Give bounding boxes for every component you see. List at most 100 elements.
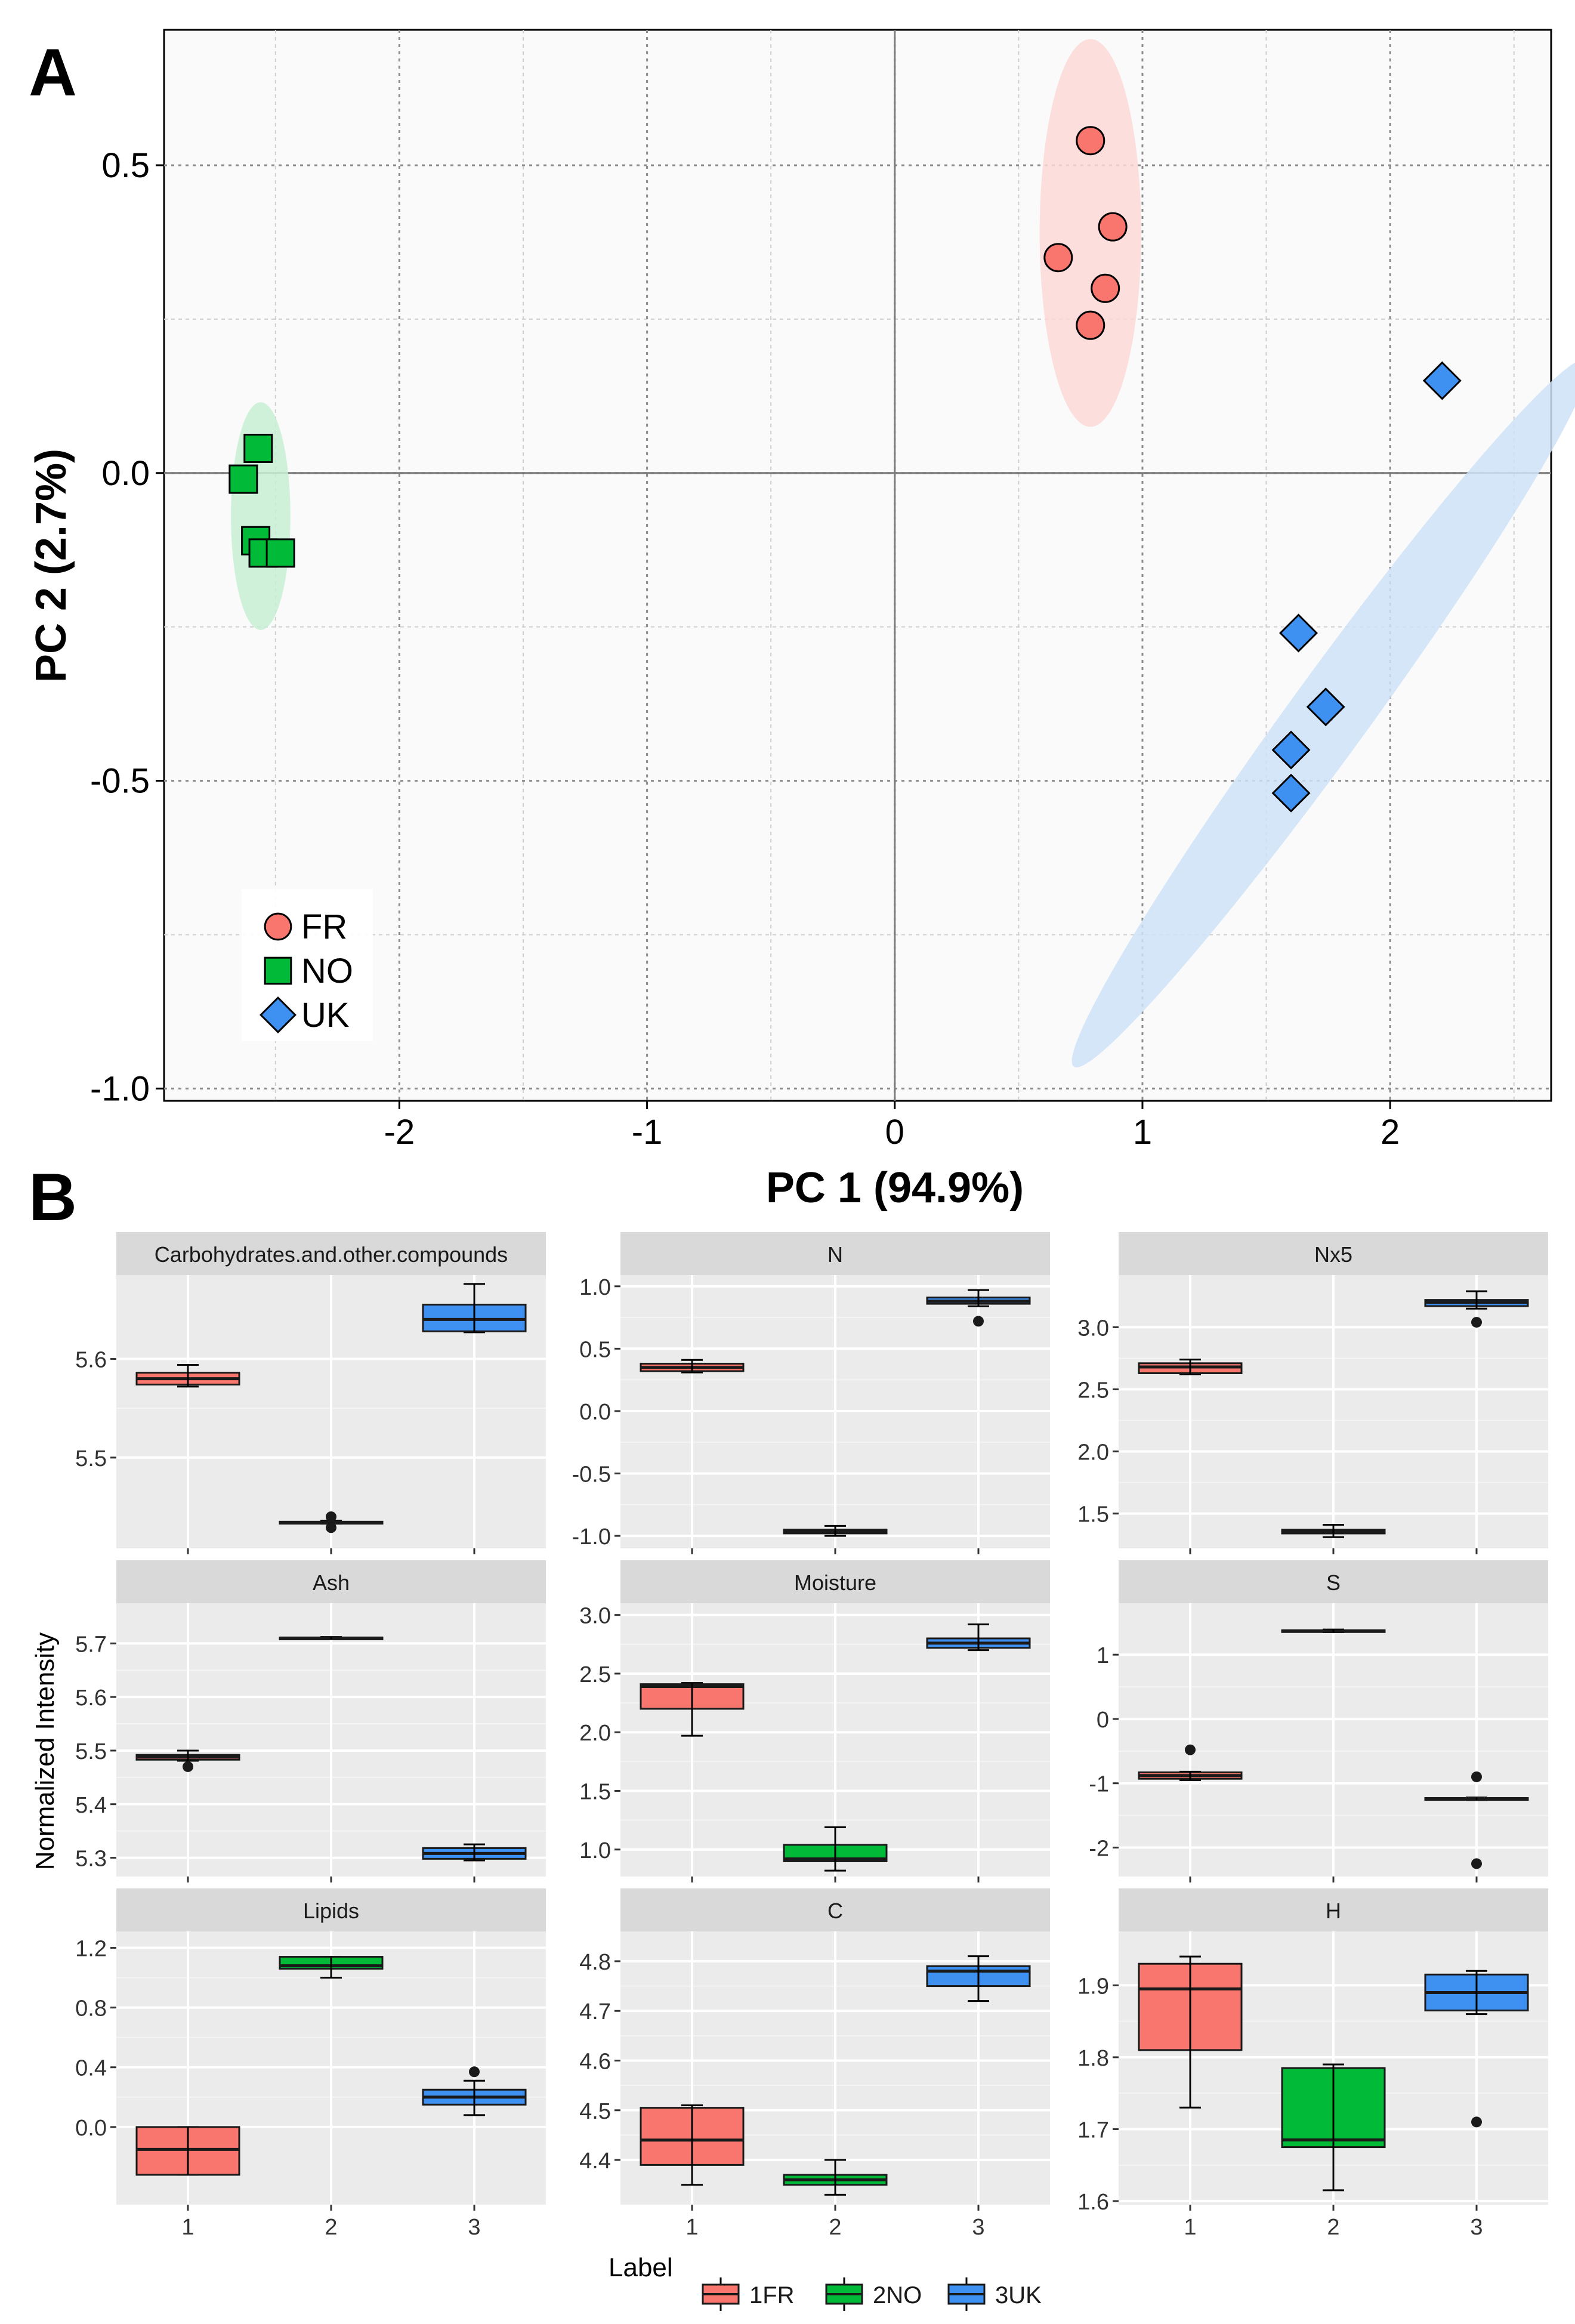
facet-y-tick-label: 4.8 <box>579 1950 611 1975</box>
pca-y-tick-label: 0.0 <box>101 454 150 493</box>
point-no <box>243 433 273 463</box>
facet-y-tick-label: 1.8 <box>1077 2046 1109 2071</box>
facet-carbohydrates-and-other-compounds: Carbohydrates.and.other.compounds5.55.61… <box>75 1232 546 1584</box>
box-group-2 <box>1281 2063 1386 2192</box>
facet-strip <box>1119 1560 1548 1603</box>
facet-y-tick-label: 5.4 <box>75 1793 107 1818</box>
point-uk <box>1279 613 1318 653</box>
box-group-1 <box>1138 1955 1243 2109</box>
box-group-1 <box>1138 1359 1243 1376</box>
facet-y-tick-label: 1.2 <box>75 1937 107 1962</box>
box-group-1 <box>135 2126 240 2176</box>
facet-x-tick-label: 2 <box>829 2215 841 2240</box>
point-uk <box>1271 730 1311 770</box>
ellipse-fr <box>1039 39 1141 427</box>
box-outlier <box>973 1316 984 1327</box>
box-group-2 <box>279 1511 384 1533</box>
box-group-3 <box>926 1623 1031 1652</box>
point-fr <box>1091 273 1120 303</box>
point-fr <box>1098 212 1128 242</box>
facet-y-tick-label: 1.9 <box>1077 1974 1109 1999</box>
facet-y-tick-label: 0 <box>1097 1708 1109 1733</box>
box-group-3 <box>422 2066 527 2116</box>
pca-legend: FR NO UK <box>242 889 373 1041</box>
box-group-2 <box>783 2159 888 2196</box>
facet-x-tick-label: 3 <box>972 2215 984 2240</box>
box-group-1 <box>640 1682 745 1737</box>
facet-y-tick-label: 0.5 <box>579 1337 611 1362</box>
boxplot-legend-key-3uk <box>947 2277 986 2311</box>
box-group-3 <box>926 1289 1031 1327</box>
boxplot-legend-title: Label <box>609 2253 673 2282</box>
point-fr <box>1076 310 1105 340</box>
box-group-1 <box>640 2104 745 2186</box>
box-outlier <box>1471 1317 1482 1328</box>
box-group-3 <box>422 1283 527 1334</box>
point-uk <box>1271 773 1311 813</box>
point-no <box>228 464 258 494</box>
facet-h: H 1.9 1.8 1.7 1.6 1 2 3 <box>1077 1888 1548 2240</box>
facet-y-tick-label: 2.5 <box>1077 1378 1109 1403</box>
facet-strip <box>1119 1888 1548 1931</box>
facet-title: C <box>827 1899 843 1923</box>
facet-strip <box>620 1232 1050 1275</box>
box-group-2 <box>279 1636 384 1640</box>
box-outlier <box>1185 1744 1196 1755</box>
point-no <box>265 538 295 568</box>
box-outlier <box>183 1761 193 1772</box>
pca-y-tick-label: 0.5 <box>101 146 150 185</box>
facet-y-tick-label: 5.5 <box>75 1446 107 1471</box>
facet-y-tick-label: 5.6 <box>75 1348 107 1373</box>
facet-title: Ash <box>313 1570 350 1595</box>
point-fr <box>1076 126 1105 156</box>
box-group-3 <box>926 1955 1031 2002</box>
facet-y-tick-label: 1.5 <box>1077 1502 1109 1527</box>
facet-y-tick-label: -2 <box>1089 1837 1109 1862</box>
boxplot-legend: Label 1FR 2NO 3UK <box>609 2253 1042 2311</box>
legend-label-fr: FR <box>301 908 347 946</box>
pca-x-tick-label: -2 <box>384 1113 415 1152</box>
box-group-1 <box>135 1363 240 1388</box>
pca-axes: -2 -1 0 1 2 0.5 0.0 -0.5 -1.0 <box>90 146 1400 1152</box>
pca-x-axis-label: PC 1 (94.9%) <box>766 1164 1024 1212</box>
facet-y-tick-label: 4.5 <box>579 2099 611 2124</box>
facet-y-tick-label: 0.0 <box>579 1400 611 1425</box>
boxplot-y-axis-label: Normalized Intensity <box>30 1632 60 1871</box>
pca-plot-background <box>163 29 1552 1102</box>
facet-c: C 4.8 4.7 4.6 4.5 4.4 1 2 3 <box>579 1888 1050 2240</box>
pca-scatter-panel: -2 -1 0 1 2 0.5 0.0 -0.5 -1.0 PC 1 (94.9%) PC 2 … <box>27 29 1575 1212</box>
point-uk <box>1422 361 1462 400</box>
point-fr <box>1043 243 1073 273</box>
boxplot-legend-key-2no <box>825 2277 863 2311</box>
facet-y-tick-label: 1 <box>1097 1643 1109 1668</box>
pca-x-tick-label: 1 <box>1133 1113 1152 1152</box>
pca-y-axis-label: PC 2 (2.7%) <box>27 449 75 683</box>
box-group-2 <box>1281 1523 1386 1538</box>
facet-x-tick-label: 1 <box>685 2215 698 2240</box>
box-outlier <box>1471 1858 1482 1869</box>
box-group-2 <box>1281 1628 1386 1633</box>
box-group-2 <box>279 1956 384 1979</box>
facet-y-tick-label: 2.5 <box>579 1662 611 1687</box>
point-uk <box>1306 687 1345 727</box>
box-outlier <box>326 1522 336 1533</box>
facet-y-tick-label: 5.5 <box>75 1739 107 1764</box>
legend-label-uk: UK <box>301 996 350 1035</box>
facet-y-tick-label: 4.7 <box>579 1999 611 2024</box>
facet-y-tick-label: 3.0 <box>1077 1316 1109 1341</box>
facet-title: H <box>1326 1899 1341 1923</box>
facet-title: N <box>827 1242 843 1267</box>
facet-y-tick-label: 2.0 <box>579 1721 611 1746</box>
box-group-3 <box>422 1843 527 1862</box>
facet-strip <box>116 1560 546 1603</box>
facet-y-tick-label: 4.6 <box>579 2050 611 2075</box>
facet-y-tick-label: 2.0 <box>1077 1440 1109 1465</box>
facet-strip <box>1119 1232 1548 1275</box>
facet-y-tick-label: 1.0 <box>579 1838 611 1863</box>
facet-x-tick-label: 1 <box>181 2215 194 2240</box>
facet-strip <box>116 1232 546 1275</box>
facet-y-tick-label: 0.0 <box>75 2116 107 2141</box>
